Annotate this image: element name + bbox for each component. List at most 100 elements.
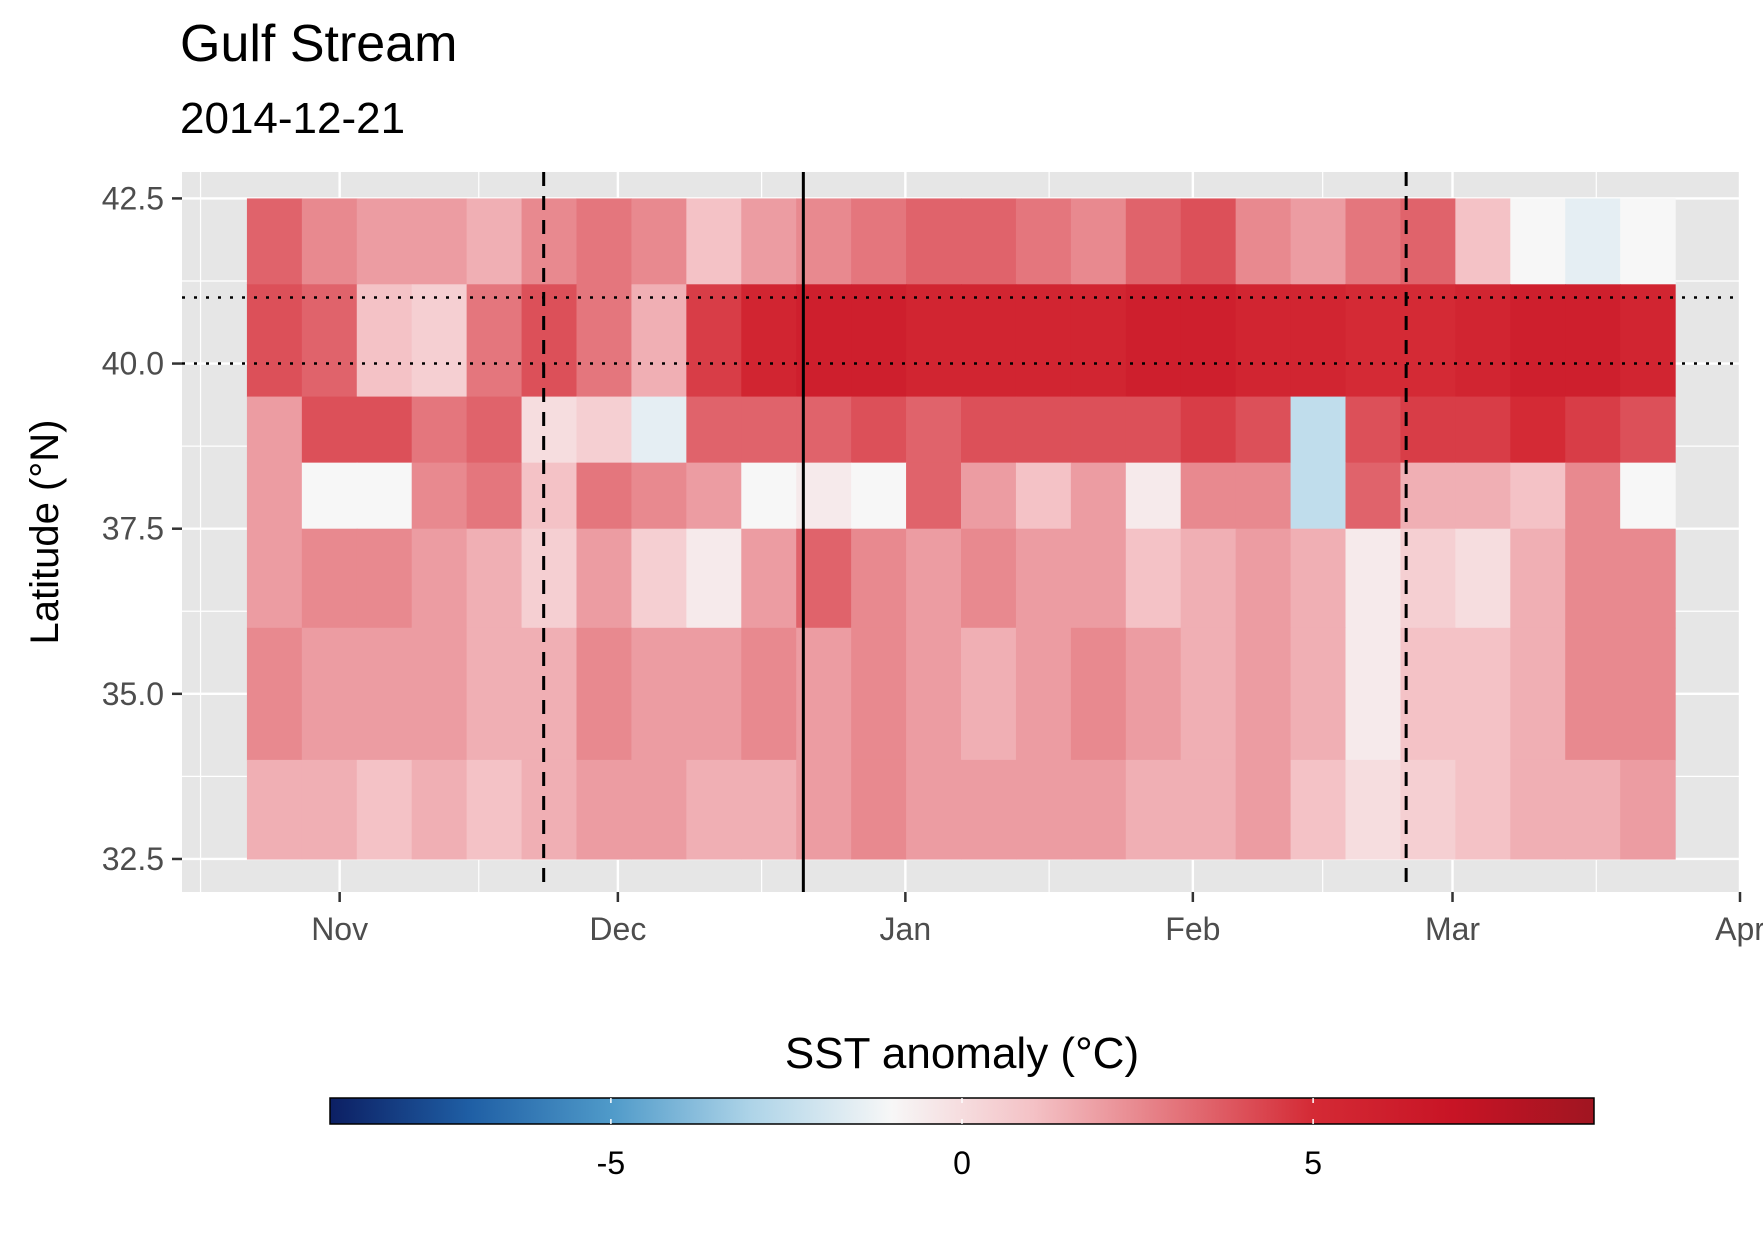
heatmap-cell bbox=[961, 528, 1017, 629]
heatmap-cell bbox=[1345, 528, 1402, 629]
heatmap-cell bbox=[1620, 284, 1676, 398]
heatmap-cell bbox=[576, 462, 633, 530]
heatmap-cell bbox=[466, 528, 523, 629]
heatmap-cell bbox=[1400, 198, 1456, 285]
y-axis-title: Latitude (°N) bbox=[23, 420, 67, 645]
heatmap-cell bbox=[1235, 396, 1292, 464]
heatmap-cell bbox=[1455, 528, 1511, 629]
heatmap-cell bbox=[1455, 462, 1511, 530]
heatmap-cell bbox=[631, 462, 687, 530]
heatmap-cell bbox=[961, 284, 1017, 398]
heatmap-cell bbox=[796, 528, 852, 629]
heatmap-cell bbox=[1180, 759, 1237, 860]
heatmap-cell bbox=[686, 198, 742, 285]
heatmap-cell bbox=[301, 528, 358, 629]
heatmap-cell bbox=[1455, 759, 1511, 860]
heatmap-cell bbox=[1290, 396, 1347, 464]
heatmap-cell bbox=[521, 627, 578, 761]
heatmap-cell bbox=[1565, 396, 1621, 464]
heatmap-cell bbox=[741, 528, 797, 629]
heatmap-cell bbox=[1620, 627, 1676, 761]
heatmap-cell bbox=[741, 284, 797, 398]
heatmap-cell bbox=[1180, 462, 1237, 530]
heatmap-cell bbox=[796, 284, 852, 398]
y-axis: 32.5 35.0 37.5 40.0 42.5 bbox=[102, 180, 182, 877]
heatmap-cell bbox=[1125, 759, 1182, 860]
heatmap-cell bbox=[1015, 462, 1072, 530]
heatmap-cell bbox=[1400, 396, 1456, 464]
heatmap-cell bbox=[1015, 627, 1072, 761]
heatmap-cell bbox=[1565, 284, 1621, 398]
heatmap-cell bbox=[466, 198, 523, 285]
heatmap-cell bbox=[1565, 627, 1621, 761]
heatmap-cell bbox=[631, 759, 687, 860]
heatmap-cell bbox=[246, 284, 303, 398]
heatmap-cell bbox=[246, 759, 303, 860]
heatmap-cell bbox=[356, 284, 413, 398]
heatmap-cell bbox=[796, 759, 852, 860]
heatmap-cell bbox=[466, 759, 523, 860]
heatmap-cell bbox=[1015, 759, 1072, 860]
heatmap-cell bbox=[246, 396, 303, 464]
heatmap-cell bbox=[356, 396, 413, 464]
heatmap-cell bbox=[1620, 759, 1676, 860]
legend-title: SST anomaly (°C) bbox=[785, 1029, 1139, 1078]
heatmap-cell bbox=[1455, 284, 1511, 398]
colorbar-tick-label: -5 bbox=[597, 1145, 625, 1181]
heatmap-cell bbox=[741, 198, 797, 285]
heatmap-cell bbox=[906, 528, 962, 629]
heatmap-cell bbox=[1015, 528, 1072, 629]
heatmap-cell bbox=[1565, 528, 1621, 629]
colorbar-tick-label: 0 bbox=[953, 1145, 971, 1181]
heatmap-cell bbox=[1345, 284, 1402, 398]
heatmap-cell bbox=[1235, 198, 1292, 285]
heatmap-cell bbox=[301, 759, 358, 860]
heatmap-cell bbox=[1070, 198, 1127, 285]
y-tick-label: 40.0 bbox=[102, 346, 164, 382]
heatmap-cell bbox=[411, 198, 468, 285]
heatmap-cell bbox=[1510, 462, 1566, 530]
heatmap-cell bbox=[301, 627, 358, 761]
heatmap-cell bbox=[741, 627, 797, 761]
heatmap-cell bbox=[796, 627, 852, 761]
heatmap-cell bbox=[1510, 198, 1566, 285]
heatmap-cell bbox=[1400, 284, 1456, 398]
x-tick-label: Feb bbox=[1165, 911, 1220, 947]
heatmap-cell bbox=[906, 284, 962, 398]
heatmap-cell bbox=[411, 284, 468, 398]
heatmap-cell bbox=[466, 462, 523, 530]
heatmap-cell bbox=[1290, 627, 1347, 761]
heatmap-cell bbox=[686, 627, 742, 761]
heatmap-cell bbox=[1235, 627, 1292, 761]
heatmap-cell bbox=[1290, 198, 1347, 285]
heatmap-cell bbox=[1620, 528, 1676, 629]
x-axis: Nov Dec Jan Feb Mar Apr bbox=[311, 892, 1763, 947]
heatmap-cell bbox=[686, 462, 742, 530]
heatmap-cell bbox=[1235, 528, 1292, 629]
x-tick-label: Apr bbox=[1715, 911, 1763, 947]
heatmap-cell bbox=[246, 528, 303, 629]
heatmap-cell bbox=[356, 759, 413, 860]
heatmap-cell bbox=[796, 462, 852, 530]
heatmap-cell bbox=[466, 627, 523, 761]
heatmap-cell bbox=[686, 528, 742, 629]
heatmap-cell bbox=[686, 759, 742, 860]
heatmap-cell bbox=[1620, 396, 1676, 464]
heatmap-cell bbox=[1290, 284, 1347, 398]
heatmap-cell bbox=[301, 462, 358, 530]
heatmap-cell bbox=[1345, 759, 1402, 860]
heatmap-cell bbox=[1235, 759, 1292, 860]
heatmap-cell bbox=[851, 627, 907, 761]
heatmap-cell bbox=[521, 396, 578, 464]
heatmap-cell bbox=[1345, 462, 1402, 530]
y-tick-label: 37.5 bbox=[102, 511, 164, 547]
heatmap-cell bbox=[851, 396, 907, 464]
heatmap-cell bbox=[1180, 396, 1237, 464]
heatmap-cell bbox=[1180, 198, 1237, 285]
heatmap-cell bbox=[1455, 396, 1511, 464]
heatmap-cell bbox=[576, 198, 633, 285]
heatmap-cell bbox=[1345, 198, 1402, 285]
heatmap-cell bbox=[301, 284, 358, 398]
heatmap-cell bbox=[741, 396, 797, 464]
heatmap-cell bbox=[741, 759, 797, 860]
